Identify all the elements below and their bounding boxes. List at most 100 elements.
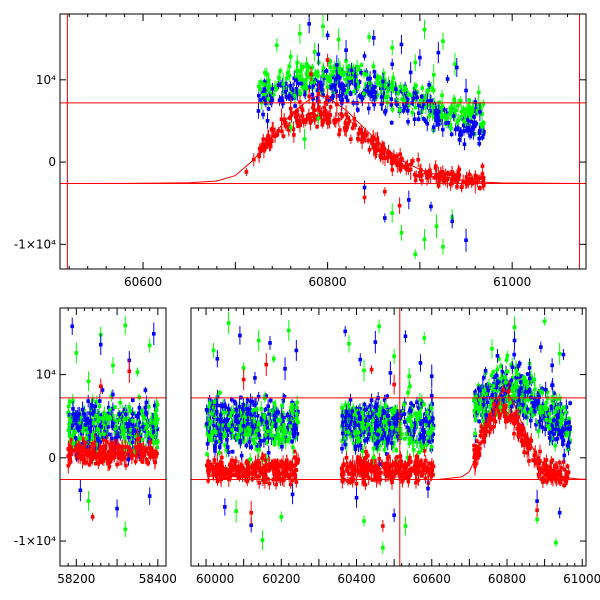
data-point-filler [378,74,383,82]
marker [66,463,71,468]
data-point-filler [357,79,362,85]
marker [328,84,333,89]
marker [106,461,110,465]
marker [103,414,107,419]
data-point-series [390,39,395,56]
marker [326,119,330,124]
marker [420,178,424,183]
marker [381,71,386,76]
marker [475,109,480,113]
marker [98,384,103,389]
data-point-filler [313,107,317,113]
marker [287,94,292,98]
marker [351,75,356,80]
marker [118,434,123,439]
marker [391,76,396,81]
data-point-filler [372,98,377,111]
data-point-filler [153,457,157,468]
marker [97,404,102,409]
marker [84,460,88,465]
marker [261,96,266,100]
data-point-filler [256,103,261,119]
data-point-filler [299,61,304,74]
marker [133,452,138,457]
marker [264,101,268,106]
data-point-filler [449,131,454,137]
marker [295,92,300,97]
marker [282,118,287,123]
marker [284,95,289,99]
data-point-filler [375,73,379,88]
data-point-filler [465,127,469,135]
data-point-filler [88,423,92,433]
marker [144,400,149,405]
data-point-series [441,32,445,50]
marker [397,203,402,208]
marker [135,454,139,459]
marker [328,65,333,69]
data-point-series [397,197,402,214]
marker [334,89,339,94]
data-point-series [111,356,115,374]
data-point-filler [352,87,357,96]
marker [422,27,427,32]
marker [315,124,319,129]
data-point-filler [431,85,436,95]
marker [344,112,348,117]
marker [271,92,276,97]
marker [427,114,432,118]
data-point-series [281,72,286,96]
data-point-filler [88,454,93,465]
marker [124,463,128,468]
data-point-filler [425,116,430,132]
data-point-filler [360,134,364,150]
marker [307,112,311,117]
data-point-series [298,23,302,44]
data-point-filler [137,421,141,436]
marker [375,93,379,98]
marker [352,72,357,77]
data-point-filler [95,425,100,433]
marker [437,178,442,183]
marker [80,457,85,462]
marker [308,75,312,79]
marker [124,412,128,417]
marker [74,446,79,451]
marker [359,130,364,135]
data-point-filler [373,73,377,80]
marker [302,92,307,97]
marker [455,173,459,177]
data-point-filler [425,93,430,110]
marker [115,462,119,467]
marker [427,82,431,87]
marker [397,108,402,112]
marker [443,171,448,176]
data-point-filler [144,457,149,463]
data-point-filler [273,129,277,143]
marker [395,154,399,158]
marker [118,400,122,405]
marker [98,451,103,456]
marker [113,431,118,436]
data-point-filler [448,177,453,191]
marker [316,116,321,121]
marker [137,436,142,441]
marker [457,167,461,172]
data-point-filler [293,103,297,109]
data-point-filler [395,88,400,94]
marker [372,102,377,107]
marker [318,110,322,114]
data-point-filler [336,79,341,86]
top-panel: 60600 60800 61000 10⁴ 0 -1×10⁴ [14,13,587,289]
marker [467,106,472,110]
data-point-filler [140,407,144,415]
data-point-series [86,444,91,458]
marker [289,111,294,115]
data-point-filler [73,428,78,436]
data-point-filler [383,105,388,117]
data-point-series [422,19,427,40]
data-point-filler [466,115,470,125]
marker [92,410,96,414]
marker [371,36,376,40]
marker [336,80,341,85]
